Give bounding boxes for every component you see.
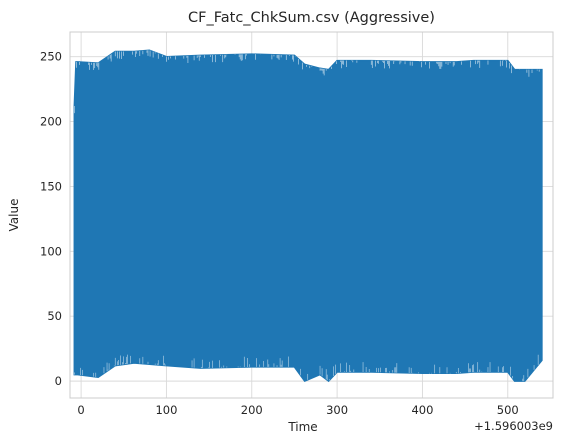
- y-tick-label: 200: [40, 115, 62, 129]
- y-tick-label: 0: [55, 374, 62, 388]
- x-tick-label: 500: [497, 403, 519, 417]
- tick-layer: 0 100 200 300 400 500 0 50 100 150 200 250: [40, 50, 519, 417]
- y-axis-label: Value: [7, 199, 21, 232]
- x-tick-label: 300: [326, 403, 348, 417]
- y-tick-label: 50: [47, 309, 62, 323]
- x-axis-label: Time: [287, 420, 317, 434]
- chart-title: CF_Fatc_ChkSum.csv (Aggressive): [188, 10, 435, 26]
- series-line: [73, 49, 543, 383]
- plot-frame: [69, 31, 554, 399]
- y-tick-label: 100: [40, 244, 62, 258]
- x-tick-label: 100: [155, 403, 177, 417]
- x-tick-label: 200: [241, 403, 263, 417]
- y-tick-label: 250: [40, 50, 62, 64]
- series-texture: [73, 50, 540, 382]
- y-tick-label: 150: [40, 179, 62, 193]
- x-tick-label: 400: [411, 403, 433, 417]
- x-tick-label: 0: [77, 403, 84, 417]
- x-offset-label: +1.596003e9: [474, 419, 553, 433]
- series-layer: [73, 49, 543, 383]
